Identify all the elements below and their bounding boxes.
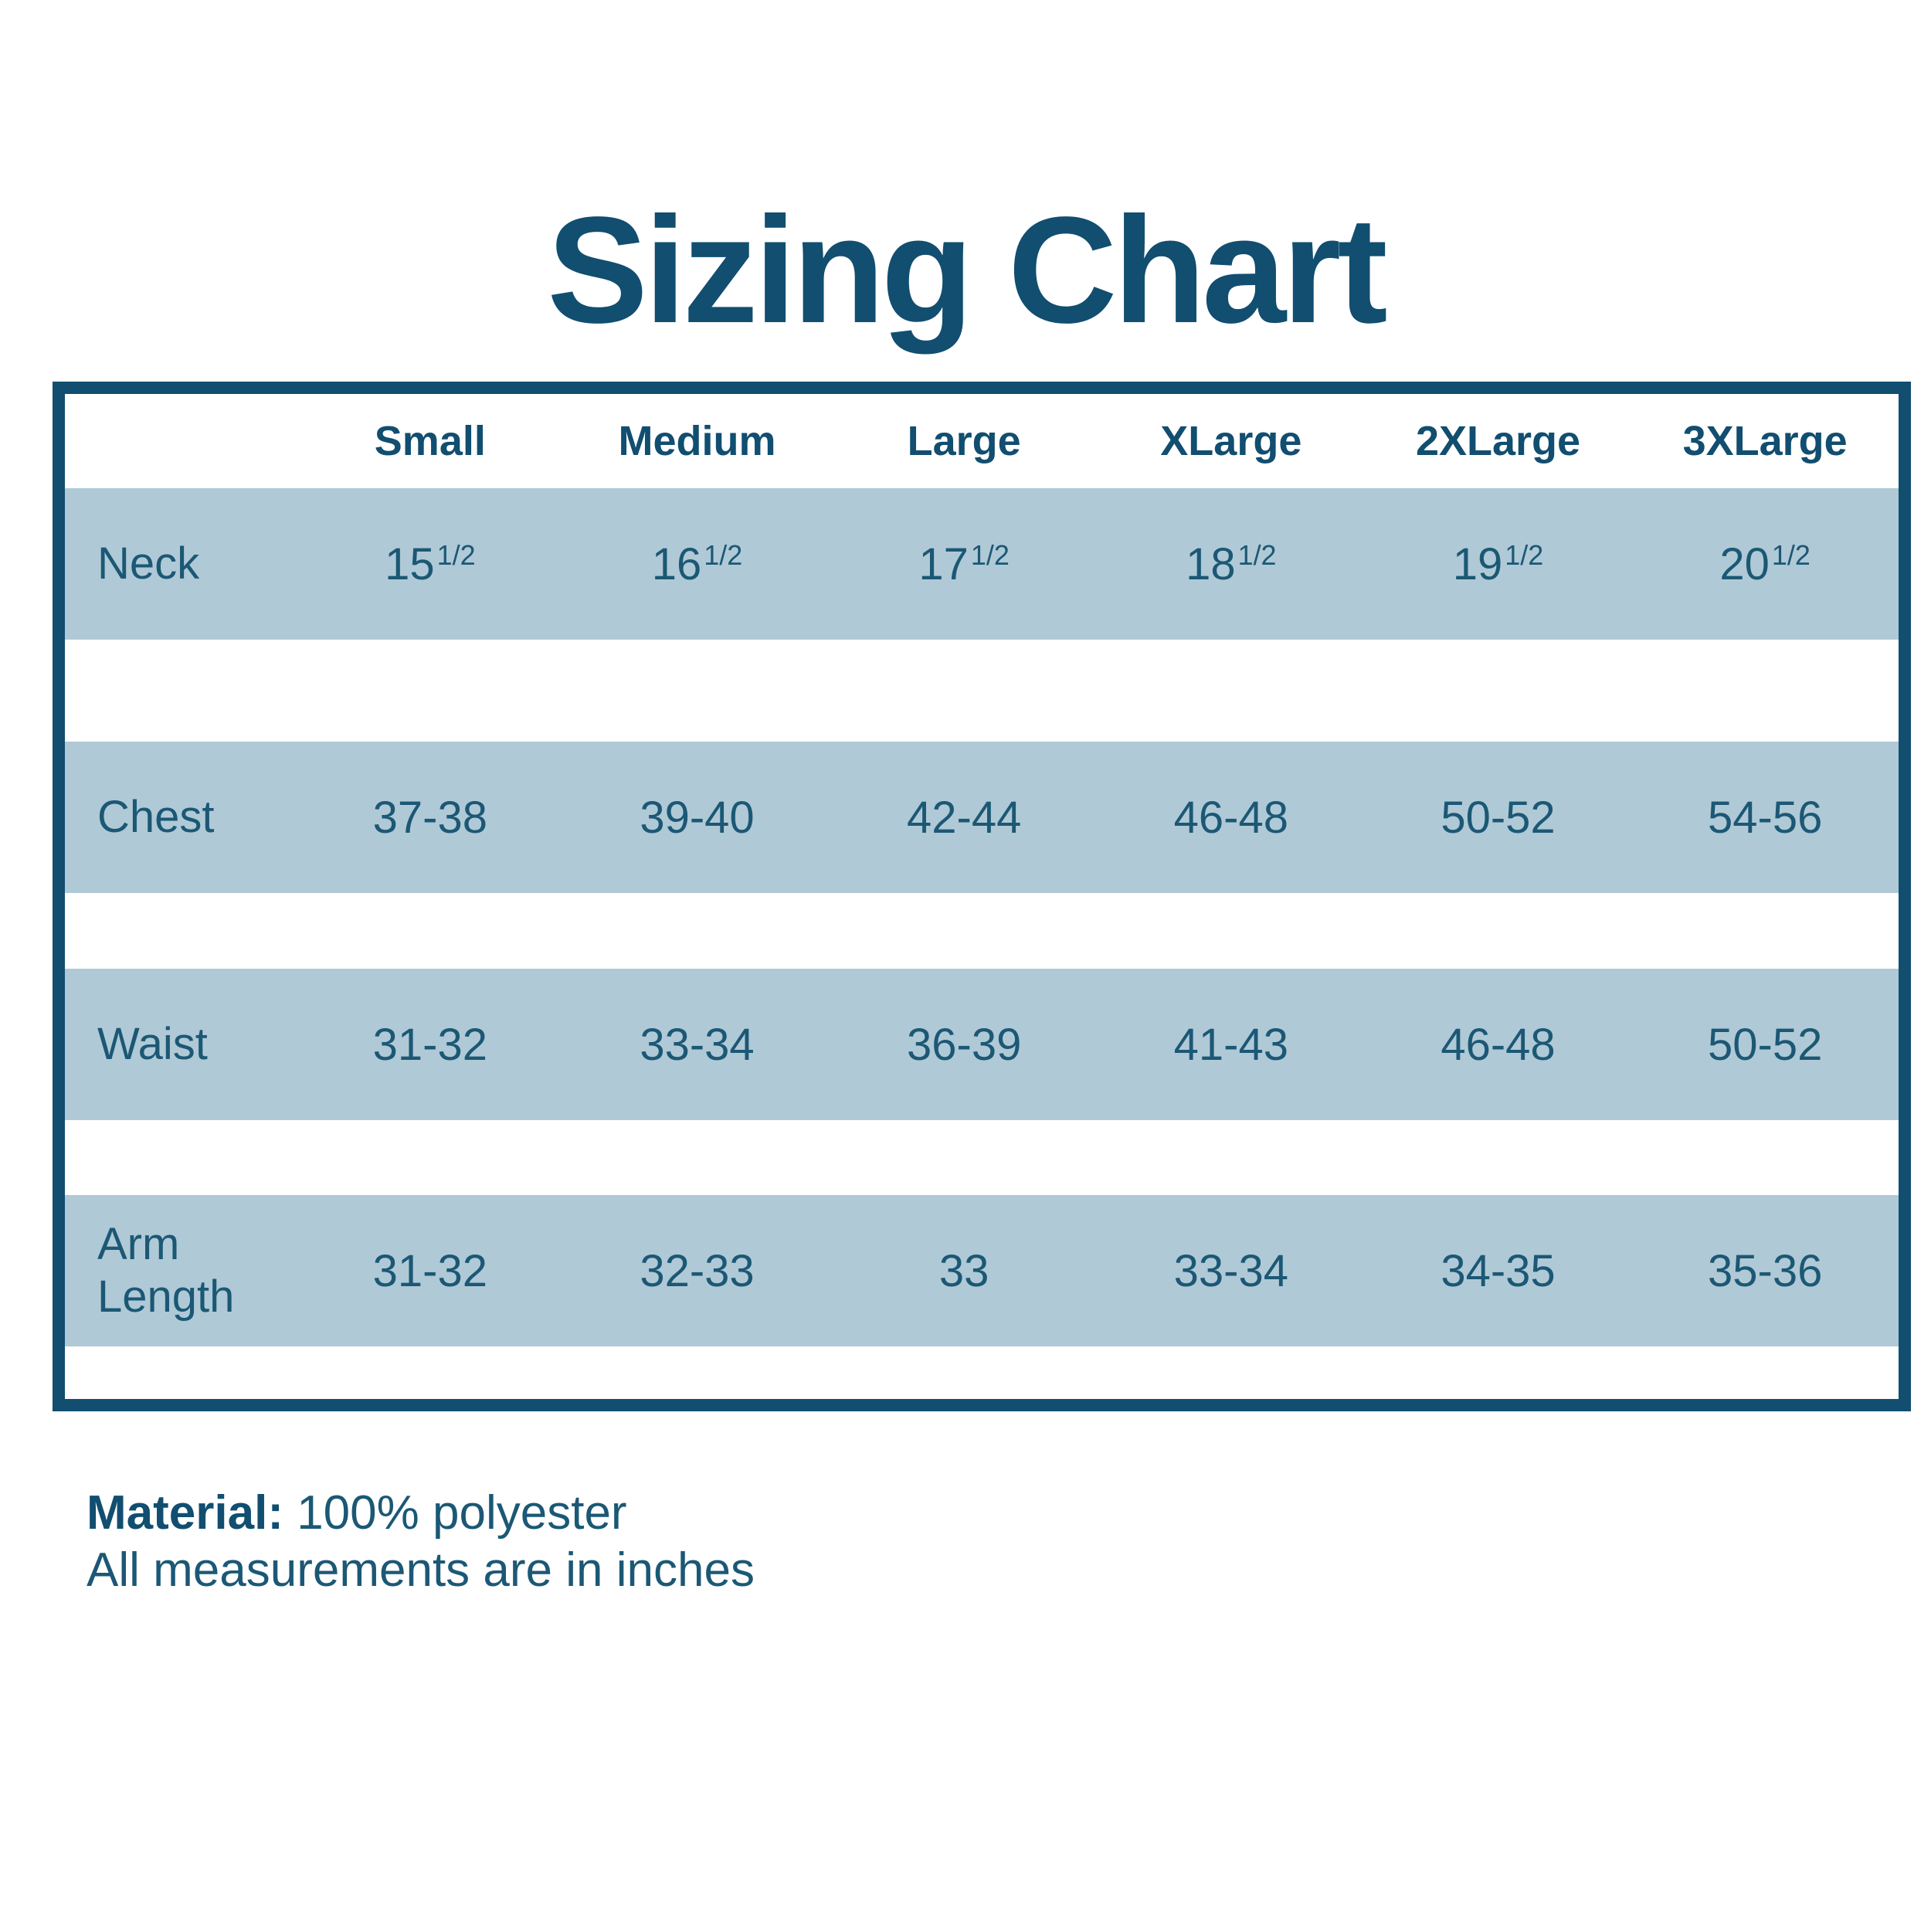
header-cell-xlarge: XLarge bbox=[1160, 418, 1302, 464]
chest-2xlarge-value: 50-52 bbox=[1441, 792, 1556, 843]
sizing-table: Small Medium Large XLarge 2XLarge 3XLarg… bbox=[53, 382, 1911, 1411]
fraction-superscript: 1/2 bbox=[1237, 538, 1277, 571]
table-header-row: Small Medium Large XLarge 2XLarge 3XLarg… bbox=[65, 394, 1899, 488]
neck-small-value: 151/2 bbox=[385, 538, 476, 589]
waist-xlarge-value: 41-43 bbox=[1173, 1019, 1288, 1070]
row-label-chest: Chest bbox=[97, 791, 215, 842]
row-label-waist: Waist bbox=[97, 1018, 208, 1069]
header-cell-2xlarge: 2XLarge bbox=[1415, 418, 1581, 464]
material-value: 100% polyester bbox=[297, 1486, 627, 1540]
arm-length-medium-value: 32-33 bbox=[640, 1245, 755, 1296]
chest-xlarge-value: 46-48 bbox=[1173, 792, 1288, 843]
neck-3xlarge-value: 201/2 bbox=[1719, 538, 1811, 589]
waist-2xlarge-value: 46-48 bbox=[1441, 1019, 1556, 1070]
chest-large-value: 42-44 bbox=[906, 792, 1022, 843]
header-cell-large: Large bbox=[907, 418, 1021, 464]
waist-3xlarge-value: 50-52 bbox=[1707, 1019, 1823, 1070]
fraction-superscript: 1/2 bbox=[970, 538, 1010, 571]
fraction-superscript: 1/2 bbox=[1505, 538, 1544, 571]
header-cell-small: Small bbox=[374, 418, 486, 464]
table-row-waist: Waist 31-32 33-34 36-39 41-43 46-48 50-5… bbox=[65, 969, 1899, 1120]
chest-small-value: 37-38 bbox=[372, 792, 487, 843]
arm-length-small-value: 31-32 bbox=[372, 1245, 487, 1296]
row-label-arm-length: Arm Length bbox=[97, 1218, 235, 1322]
header-cell-medium: Medium bbox=[618, 418, 776, 464]
arm-length-xlarge-value: 33-34 bbox=[1173, 1245, 1288, 1296]
table-row-chest: Chest 37-38 39-40 42-44 46-48 50-52 54-5… bbox=[65, 742, 1899, 893]
waist-large-value: 36-39 bbox=[906, 1019, 1022, 1070]
page-title: Sizing Chart bbox=[547, 185, 1387, 355]
footer-notes: Material: 100% polyester All measurement… bbox=[87, 1485, 755, 1600]
row-label-neck: Neck bbox=[97, 538, 200, 589]
fraction-superscript: 1/2 bbox=[1771, 538, 1811, 571]
material-label: Material: bbox=[87, 1486, 283, 1540]
fraction-superscript: 1/2 bbox=[704, 538, 743, 571]
neck-2xlarge-value: 191/2 bbox=[1452, 538, 1544, 589]
neck-xlarge-value: 181/2 bbox=[1186, 538, 1277, 589]
fraction-superscript: 1/2 bbox=[436, 538, 476, 571]
material-line: Material: 100% polyester bbox=[87, 1485, 755, 1542]
arm-length-2xlarge-value: 34-35 bbox=[1441, 1245, 1556, 1296]
measurement-note: All measurements are in inches bbox=[87, 1543, 755, 1598]
chest-medium-value: 39-40 bbox=[640, 792, 755, 843]
arm-length-large-value: 33 bbox=[938, 1245, 989, 1296]
table-row-neck: Neck 151/2 161/2 171/2 181/2 191/2 201/2 bbox=[65, 488, 1899, 640]
waist-small-value: 31-32 bbox=[372, 1019, 487, 1070]
arm-length-3xlarge-value: 35-36 bbox=[1707, 1245, 1823, 1296]
waist-medium-value: 33-34 bbox=[640, 1019, 755, 1070]
header-cell-3xlarge: 3XLarge bbox=[1682, 418, 1848, 464]
table-row-arm-length: Arm Length 31-32 32-33 33 33-34 34-35 35… bbox=[65, 1195, 1899, 1346]
neck-medium-value: 161/2 bbox=[651, 538, 743, 589]
chest-3xlarge-value: 54-56 bbox=[1707, 792, 1823, 843]
neck-large-value: 171/2 bbox=[918, 538, 1010, 589]
